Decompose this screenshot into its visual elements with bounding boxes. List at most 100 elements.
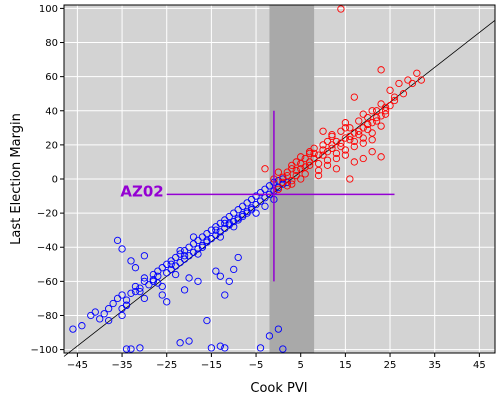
data-point [221, 291, 229, 299]
data-point [230, 265, 238, 274]
x-tick-label: −25 [156, 360, 177, 371]
data-point [292, 158, 300, 166]
y-tick-label: 80 [45, 38, 58, 49]
y-tick-label: 0 [52, 175, 58, 186]
x-tick-label: 35 [428, 360, 441, 371]
y-tick-label: 40 [45, 106, 58, 117]
data-point [234, 216, 242, 224]
data-point [413, 69, 421, 77]
data-point [265, 332, 274, 340]
data-point [350, 158, 358, 166]
data-point [225, 277, 233, 286]
data-point [189, 233, 198, 241]
data-point [319, 151, 327, 159]
data-point [163, 298, 171, 306]
data-point [377, 66, 385, 74]
data-point [332, 165, 341, 173]
x-tick-label: 45 [473, 360, 486, 371]
y-tick-label: 100 [39, 4, 58, 15]
data-point [216, 272, 224, 280]
y-axis-title: Last Election Margin [9, 113, 24, 245]
data-point [140, 274, 149, 282]
data-point [323, 161, 332, 170]
reference-line [63, 20, 496, 357]
data-point [341, 146, 350, 154]
data-points [69, 5, 425, 353]
data-point [359, 110, 367, 118]
data-point [386, 101, 394, 110]
data-point [310, 149, 318, 158]
data-point [203, 236, 211, 245]
data-point [78, 322, 86, 330]
data-point [346, 124, 354, 132]
data-point [332, 154, 341, 163]
data-point [323, 137, 332, 146]
data-point [212, 267, 220, 275]
x-tick-label: −15 [201, 360, 222, 371]
data-point [140, 294, 149, 303]
data-point [310, 154, 318, 163]
data-point [328, 144, 336, 152]
data-point [122, 296, 131, 304]
data-point [109, 299, 117, 308]
data-point [167, 260, 175, 268]
data-point [149, 277, 157, 286]
data-point [127, 345, 135, 353]
x-axis-title: Cook PVI [250, 381, 307, 396]
data-point [252, 209, 260, 217]
data-point [194, 250, 202, 258]
data-point [323, 156, 332, 164]
data-point [216, 342, 224, 350]
data-point [377, 100, 385, 108]
data-point [207, 344, 216, 352]
data-point [261, 165, 269, 173]
data-point [341, 151, 350, 159]
data-point [341, 124, 350, 132]
highlight-label: AZ02 [120, 182, 163, 200]
data-point [332, 137, 341, 146]
data-point [359, 139, 367, 147]
data-point [283, 171, 291, 180]
data-point [386, 86, 394, 94]
data-point [221, 344, 229, 352]
data-point [377, 153, 385, 161]
data-point [203, 316, 211, 325]
data-point [274, 325, 283, 333]
data-point [136, 344, 144, 352]
data-point [243, 209, 251, 217]
data-point [113, 236, 122, 245]
data-point [368, 107, 376, 115]
data-point [279, 173, 287, 181]
data-point [337, 139, 345, 147]
data-point [350, 93, 358, 101]
data-point [180, 286, 189, 294]
data-point [297, 175, 305, 183]
data-point [122, 345, 131, 353]
data-point [359, 154, 367, 163]
y-tick-label: −40 [37, 243, 58, 254]
data-point [381, 107, 390, 115]
data-point [105, 304, 113, 313]
data-point [69, 325, 77, 333]
data-point [172, 270, 180, 279]
data-point [140, 252, 149, 260]
data-point [368, 136, 376, 144]
data-point [377, 112, 385, 120]
y-tick-label: −100 [31, 345, 58, 356]
data-point [314, 171, 323, 180]
y-tick-label: 20 [45, 140, 58, 151]
data-point [368, 148, 376, 156]
data-point [288, 180, 296, 188]
data-point [341, 119, 350, 127]
data-point [346, 132, 354, 141]
data-point [279, 345, 287, 353]
data-point [417, 76, 425, 84]
data-point [131, 282, 140, 291]
data-point [100, 310, 108, 318]
data-point [274, 185, 283, 193]
data-point [288, 165, 296, 173]
data-point [274, 168, 283, 176]
data-point [256, 344, 265, 352]
x-tick-label: −5 [249, 360, 264, 371]
